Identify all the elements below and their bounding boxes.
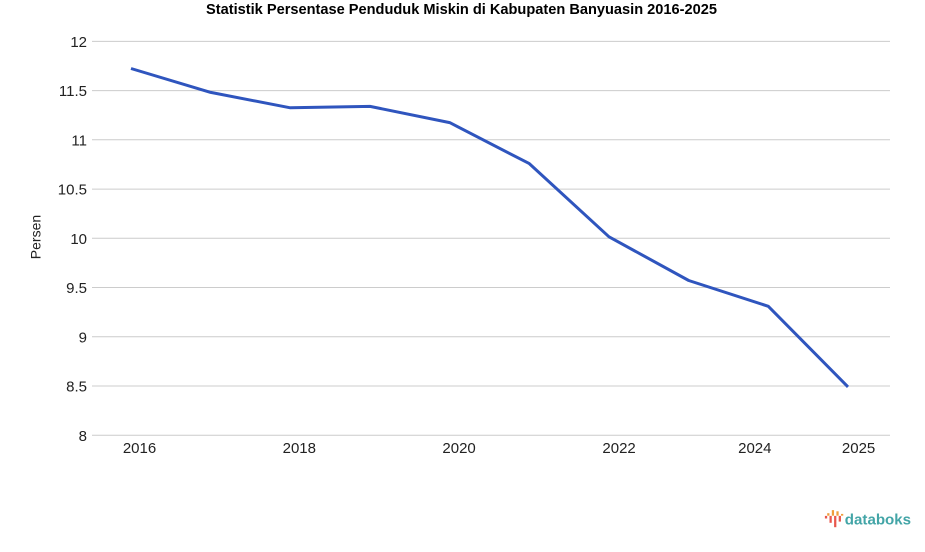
svg-text:databoks: databoks: [845, 512, 911, 529]
svg-text:12: 12: [70, 34, 87, 51]
svg-text:2025: 2025: [842, 440, 875, 457]
svg-text:Persen: Persen: [28, 215, 44, 259]
svg-text:Statistik Persentase Penduduk: Statistik Persentase Penduduk Miskin di …: [206, 2, 717, 18]
svg-text:8: 8: [79, 428, 87, 445]
svg-text:2016: 2016: [123, 440, 156, 457]
svg-text:2024: 2024: [738, 440, 771, 457]
svg-text:11.5: 11.5: [59, 83, 87, 100]
svg-text:8.5: 8.5: [66, 379, 87, 396]
svg-text:9: 9: [79, 329, 87, 346]
svg-text:10.5: 10.5: [58, 182, 87, 199]
svg-text:2022: 2022: [602, 440, 635, 457]
svg-text:10: 10: [70, 231, 87, 248]
svg-text:2018: 2018: [283, 440, 316, 457]
svg-text:2020: 2020: [442, 440, 475, 457]
svg-text:9.5: 9.5: [66, 280, 87, 297]
svg-text:11: 11: [71, 132, 87, 149]
